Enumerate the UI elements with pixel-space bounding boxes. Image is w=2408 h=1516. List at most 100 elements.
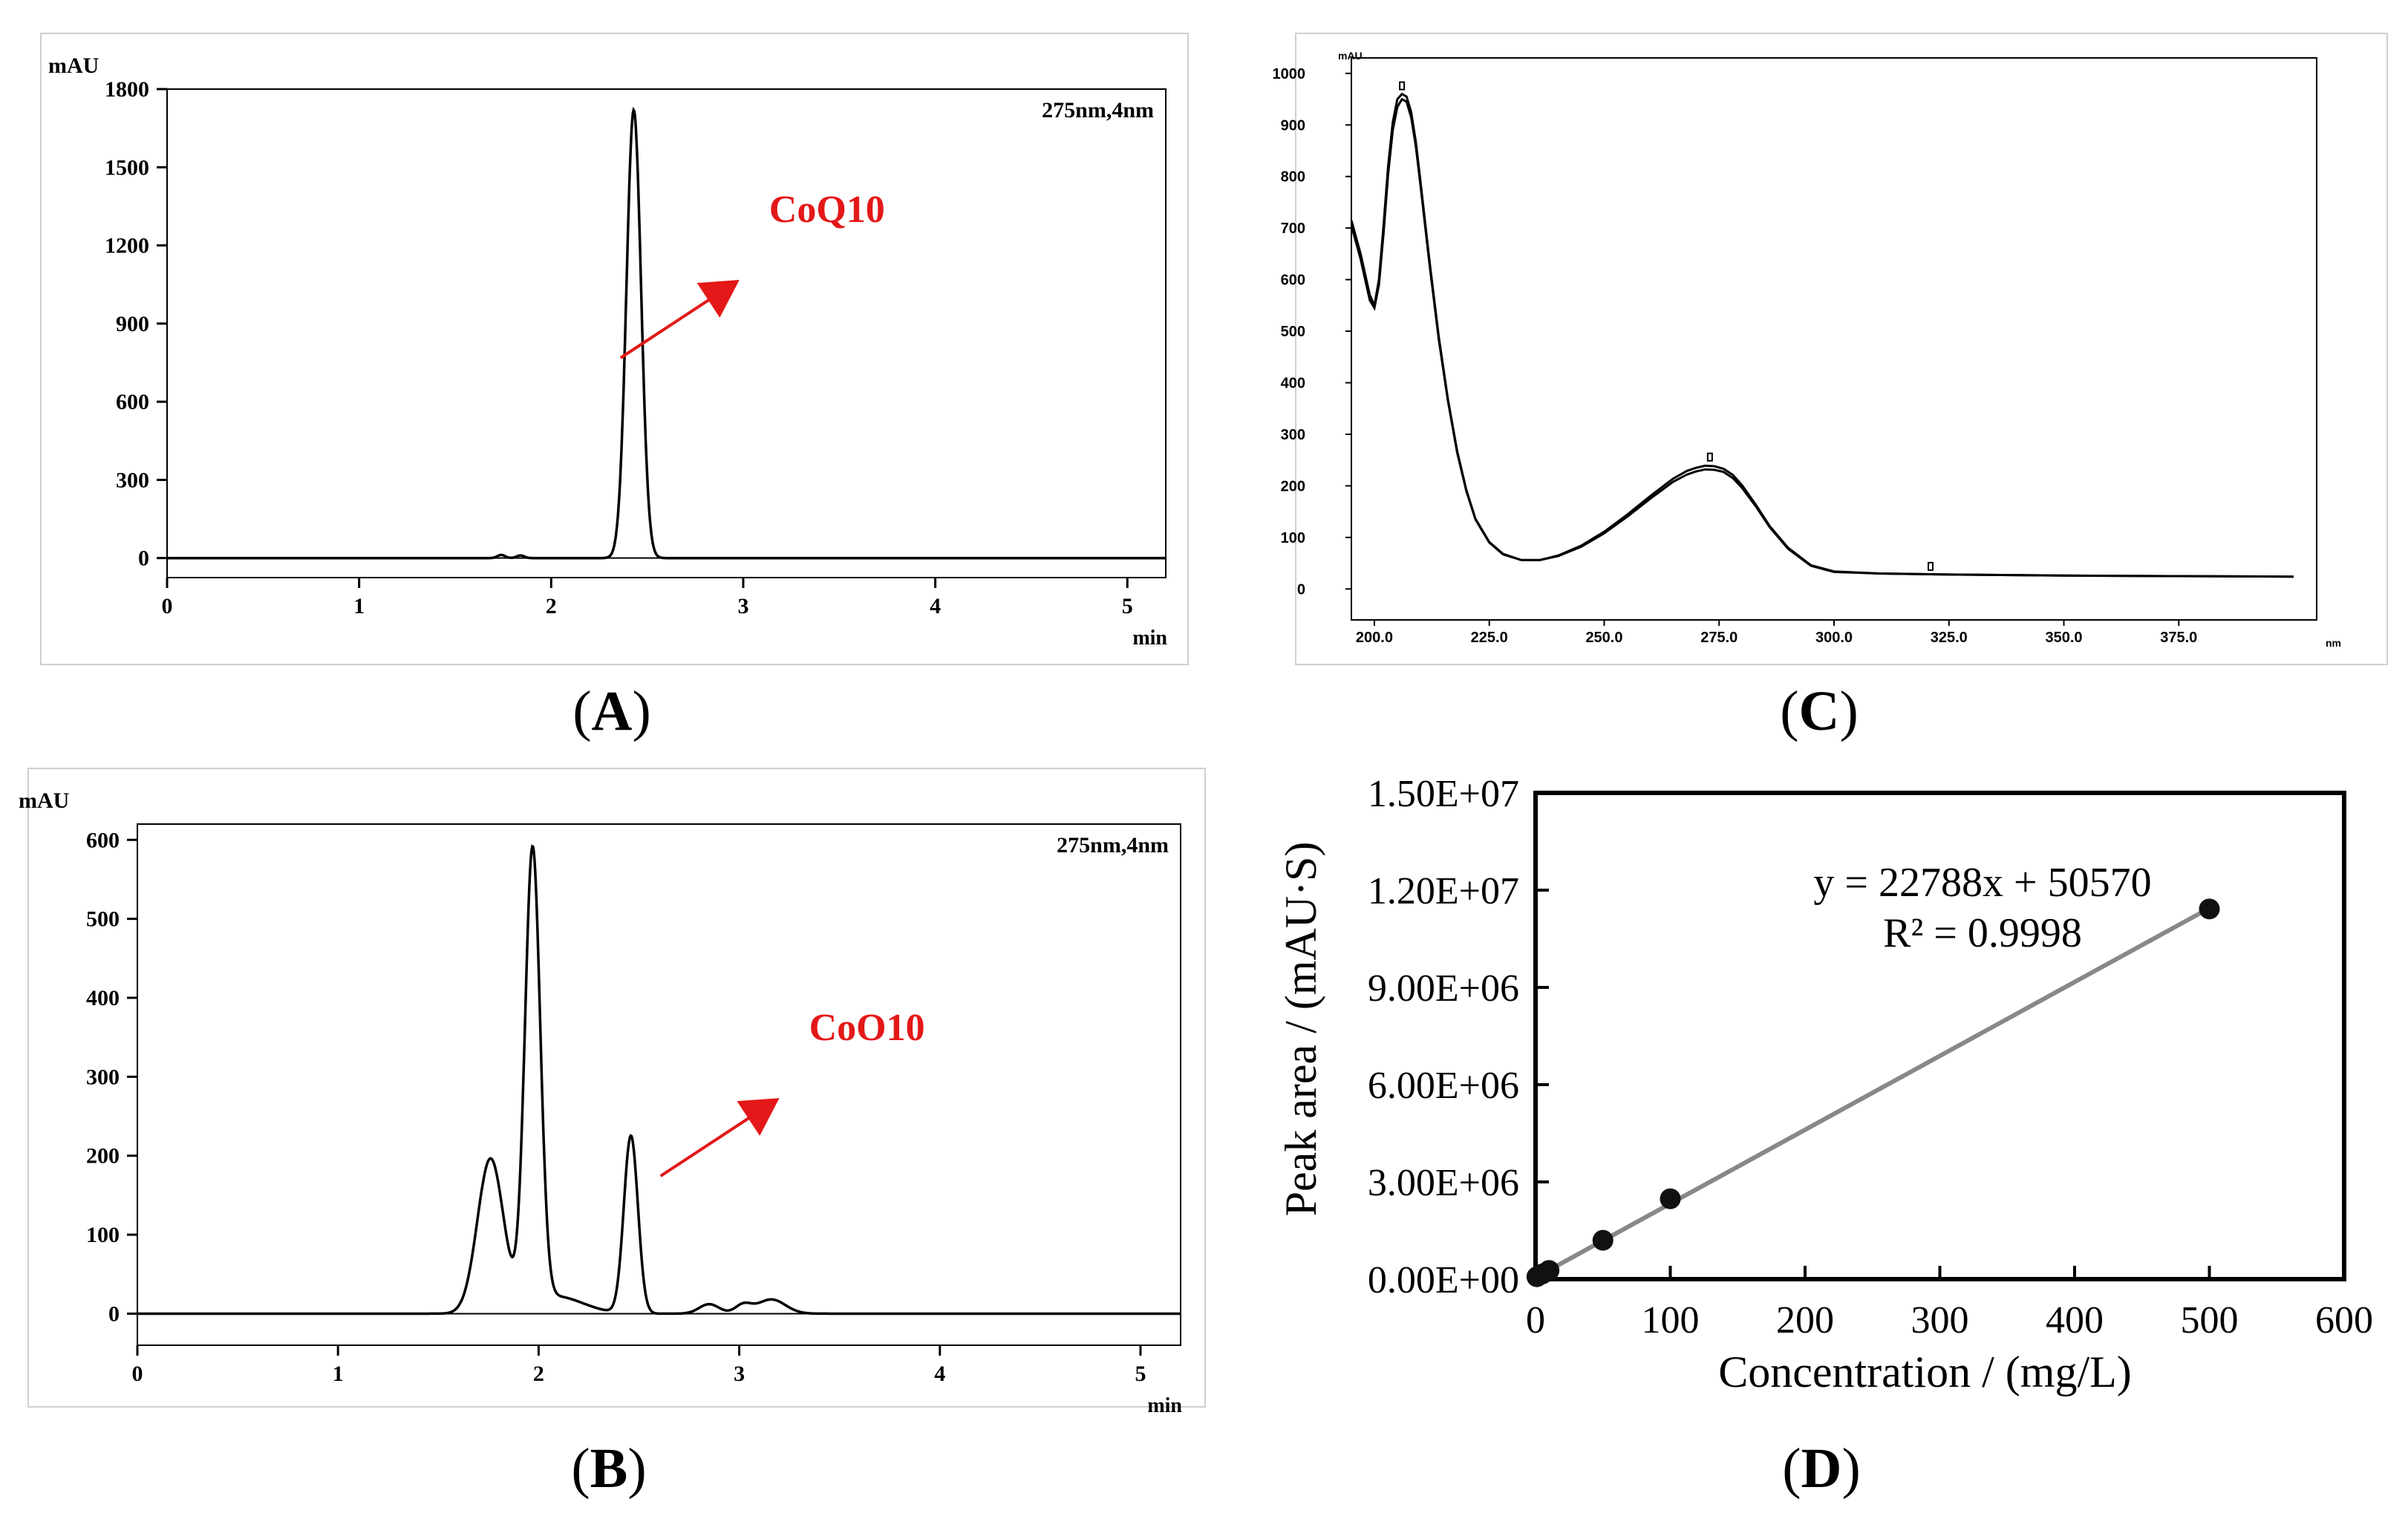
x-tick-label: 300	[1911, 1299, 1969, 1342]
annotation-arrow-head	[737, 1098, 780, 1136]
x-tick-label: 275.0	[1700, 630, 1738, 646]
y-tick-label: 600	[1281, 272, 1305, 289]
r-squared-label: R² = 0.9998	[1883, 910, 2082, 956]
caption-a: (A)	[572, 680, 651, 742]
y-tick-label: 400	[1281, 376, 1305, 392]
y-axis-label: mAU	[1338, 50, 1363, 62]
y-tick-label: 600	[86, 828, 120, 852]
annotation-arrow-head	[696, 280, 740, 318]
x-tick-label: 2	[546, 594, 557, 618]
trendline	[1534, 906, 2210, 1280]
y-tick-label: 900	[116, 312, 149, 336]
x-tick-label: 400	[2046, 1299, 2104, 1342]
x-tick-label: 0	[1526, 1299, 1545, 1342]
y-tick-label: 1200	[105, 234, 149, 258]
y-tick-label: 300	[116, 468, 149, 492]
x-axis-label: min	[1132, 627, 1167, 650]
y-tick-label: 100	[1281, 530, 1305, 546]
x-tick-label: 3	[734, 1362, 745, 1386]
y-tick-label: 1.20E+07	[1368, 870, 1519, 912]
peak-marker	[1706, 452, 1713, 462]
x-tick-label: 0	[162, 594, 173, 618]
plot-area	[137, 823, 1181, 1346]
y-tick-label: 200	[86, 1144, 120, 1169]
spectrum-trace	[1350, 92, 2294, 578]
x-tick-label: 100	[1642, 1299, 1700, 1342]
y-tick-label: 3.00E+06	[1368, 1162, 1519, 1204]
y-tick-label: 1.50E+07	[1368, 773, 1519, 815]
chart-title: 275nm,4nm	[1042, 98, 1154, 122]
y-tick-label: 0	[1297, 581, 1305, 598]
chart-title: 275nm,4nm	[1057, 833, 1169, 857]
panel-a: 0 300 600 900 1200 1500 1800 0 1 2 3 4 5 mAU min 275nm,…	[40, 33, 1189, 665]
x-tick-label: 5	[1135, 1362, 1146, 1386]
x-tick-label: 4	[934, 1362, 945, 1386]
y-tick-label: 500	[86, 907, 120, 932]
y-tick-label: 800	[1281, 169, 1305, 186]
y-tick-label: 0	[108, 1301, 120, 1326]
x-tick-label: 5	[1122, 594, 1133, 618]
peak-annotation: CoO10	[809, 1007, 925, 1049]
y-tick-label: 500	[1281, 324, 1305, 340]
y-axis-label: mAU	[48, 53, 99, 78]
y-tick-label: 6.00E+06	[1368, 1065, 1519, 1107]
annotation-arrow-line	[619, 291, 721, 359]
panel-frame	[27, 768, 1206, 1408]
y-tick-label: 300	[86, 1065, 120, 1089]
caption-b-letter: B	[590, 1437, 628, 1500]
plot-area	[1351, 57, 2317, 621]
y-tick-label: 100	[86, 1223, 120, 1247]
data-point	[1539, 1260, 1560, 1281]
x-axis-label: nm	[2326, 637, 2341, 649]
caption-c: (C)	[1780, 680, 1859, 742]
x-tick-label: 300.0	[1815, 630, 1853, 646]
peak-marker	[1928, 561, 1934, 571]
y-tick-label: 0.00E+00	[1368, 1259, 1519, 1301]
caption-b: (B)	[571, 1437, 647, 1500]
y-tick-label: 200	[1281, 478, 1305, 494]
equation-label: y = 22788x + 50570	[1813, 860, 2151, 906]
data-point	[1660, 1188, 1681, 1209]
y-tick-label: 1500	[105, 155, 149, 180]
x-tick-label: 0	[132, 1362, 143, 1386]
x-tick-label: 1	[353, 594, 365, 618]
x-axis-label: Concentration / (mg/L)	[1718, 1347, 2132, 1396]
x-tick-label: 350.0	[2045, 630, 2082, 646]
panel-frame	[40, 33, 1189, 665]
y-tick-label: 9.00E+06	[1368, 967, 1519, 1010]
spectrum-trace	[1350, 97, 2294, 578]
annotation-arrow-line	[659, 1109, 761, 1177]
peak-annotation: CoQ10	[769, 189, 885, 231]
panel-c: 0 100 200 300 400 500 600 700 800 900 1000 200.0 225…	[1273, 33, 2388, 665]
y-axis-label: mAU	[19, 788, 69, 813]
chromatogram-trace	[167, 106, 1166, 560]
x-tick-label: 600	[2315, 1299, 2373, 1342]
y-tick-label: 1000	[1273, 66, 1306, 82]
y-tick-label: 400	[86, 986, 120, 1010]
y-tick-label: 0	[138, 546, 149, 571]
chromatogram-trace	[137, 844, 1181, 1316]
data-point	[2199, 898, 2220, 920]
y-tick-label: 900	[1281, 117, 1305, 134]
y-tick-label: 600	[116, 390, 149, 414]
y-tick-label: 1800	[105, 77, 149, 102]
caption-c-letter: C	[1798, 680, 1840, 742]
y-tick-label: 300	[1281, 427, 1305, 443]
x-tick-label: 3	[737, 594, 748, 618]
caption-d-letter: D	[1801, 1437, 1842, 1500]
x-tick-label: 250.0	[1585, 630, 1622, 646]
y-tick-label: 700	[1281, 220, 1305, 237]
x-tick-label: 325.0	[1931, 630, 1968, 646]
x-axis-label: min	[1147, 1394, 1182, 1417]
x-tick-label: 200	[1776, 1299, 1834, 1342]
x-tick-label: 500	[2181, 1299, 2239, 1342]
x-tick-label: 1	[333, 1362, 344, 1386]
y-axis-label: Peak area / (mAU·S)	[1276, 842, 1325, 1217]
x-tick-label: 225.0	[1471, 630, 1508, 646]
peak-marker	[1399, 81, 1406, 91]
data-point	[1592, 1229, 1614, 1251]
panel-frame	[1295, 33, 2388, 665]
caption-d: (D)	[1782, 1437, 1861, 1500]
panel-b: 0 100 200 300 400 500 600 0 1 2 3 4 5 mAU min 275nm,4nm…	[19, 768, 1206, 1417]
